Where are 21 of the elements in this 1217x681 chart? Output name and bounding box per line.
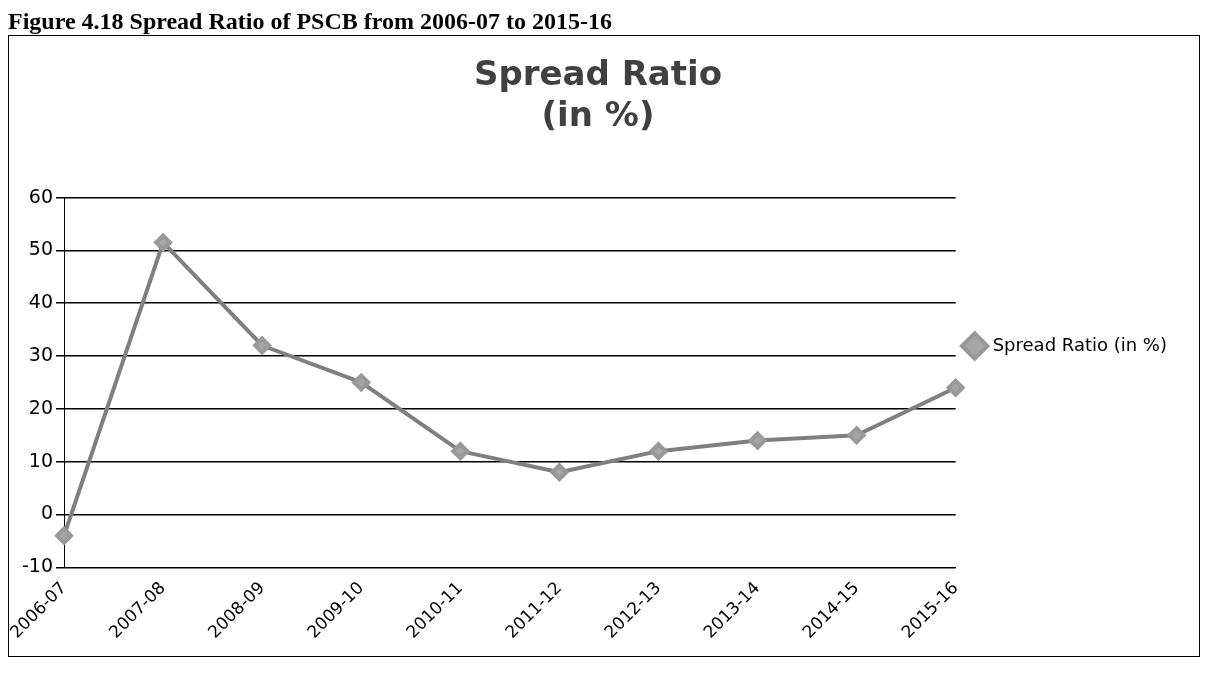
point (748, 431, 767, 450)
point (154, 233, 173, 252)
point (649, 442, 668, 461)
point (352, 373, 371, 392)
y-tick-label: 60 (28, 184, 54, 207)
y-tick-label: 0 (40, 501, 54, 524)
y-tick-label: 20 (28, 395, 54, 418)
point (847, 426, 866, 445)
legend-label: Spread Ratio (in %) (992, 333, 1168, 355)
caption: Figure 4.18 Spread Ratio of PSCB from 2006-07 to 2015-16 (8, 8, 613, 35)
point (253, 336, 272, 355)
point (55, 526, 74, 545)
chart-title: Spread Ratio (in %) (473, 53, 723, 135)
point (946, 378, 965, 397)
point (451, 442, 470, 461)
y-tick-label: 50 (28, 237, 54, 260)
y-tick-label: 40 (28, 290, 54, 313)
y-tick-label: 30 (28, 343, 54, 365)
point (550, 463, 569, 482)
y-tick-label: -10 (21, 554, 54, 577)
y-tick-label: 10 (28, 448, 54, 471)
